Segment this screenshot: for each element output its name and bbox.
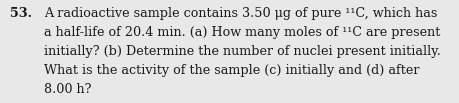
Text: 8.00 h?: 8.00 h? <box>44 83 91 96</box>
Text: 53.: 53. <box>10 7 32 20</box>
Text: initially? (b) Determine the number of nuclei present initially.: initially? (b) Determine the number of n… <box>44 45 441 58</box>
Text: A radioactive sample contains 3.50 μg of pure ¹¹C, which has: A radioactive sample contains 3.50 μg of… <box>44 7 437 20</box>
Text: What is the activity of the sample (c) initially and (d) after: What is the activity of the sample (c) i… <box>44 64 419 77</box>
Text: a half-life of 20.4 min. (a) How many moles of ¹¹C are present: a half-life of 20.4 min. (a) How many mo… <box>44 26 440 39</box>
